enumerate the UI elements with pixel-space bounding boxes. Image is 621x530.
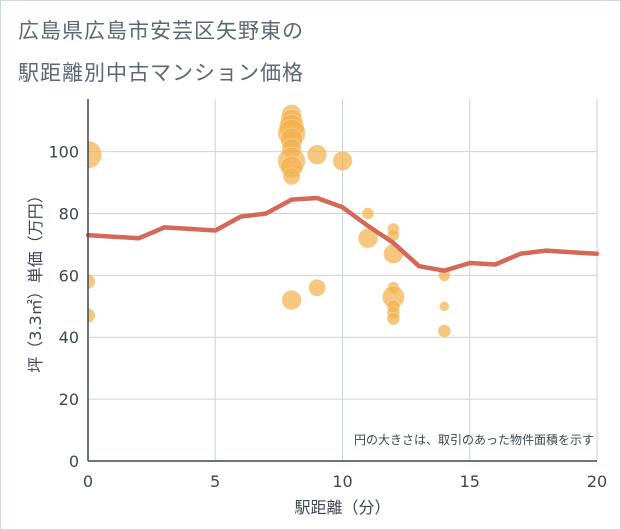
- x-tick-label: 5: [210, 472, 220, 491]
- chart-title-line-2: 駅距離別中古マンション価格: [18, 61, 304, 85]
- x-tick-label: 20: [587, 472, 607, 491]
- bubble-point: [306, 144, 328, 165]
- y-tick-label: 100: [48, 143, 79, 162]
- average-line-series: [85, 195, 600, 273]
- y-tick-label: 80: [59, 204, 79, 223]
- bubble-series: [88, 104, 452, 338]
- x-tick-label: 15: [460, 472, 480, 491]
- average-line: [85, 195, 600, 273]
- x-tick-label: 0: [83, 472, 93, 491]
- x-tick-label: 10: [332, 472, 352, 491]
- y-tick-label: 40: [59, 328, 79, 347]
- bubble-point: [281, 289, 302, 311]
- bubble-point: [282, 167, 301, 186]
- size-legend-note: 円の大きさは、取引のあった物件面積を示す: [354, 432, 594, 447]
- y-tick-label: 60: [59, 266, 79, 285]
- bubble-point: [308, 278, 326, 297]
- y-tick-label: 20: [59, 390, 79, 409]
- bubble-point: [437, 324, 452, 338]
- y-tick-label: 0: [69, 452, 79, 471]
- bubble-point: [332, 150, 353, 172]
- bubble-point: [386, 311, 401, 326]
- gridlines: [88, 99, 598, 461]
- chart-title-line-1: 広島県広島市安芸区矢野東の: [18, 19, 304, 43]
- bubble-point: [361, 207, 375, 220]
- bubble-point: [439, 301, 450, 312]
- x-axis-label: 駅距離（分）: [294, 498, 390, 517]
- y-axis-label: 坪（3.3㎡）単価（万円）: [26, 187, 45, 372]
- axes: 0 5 10 15 20 0 20 40 60 80 100: [48, 99, 607, 491]
